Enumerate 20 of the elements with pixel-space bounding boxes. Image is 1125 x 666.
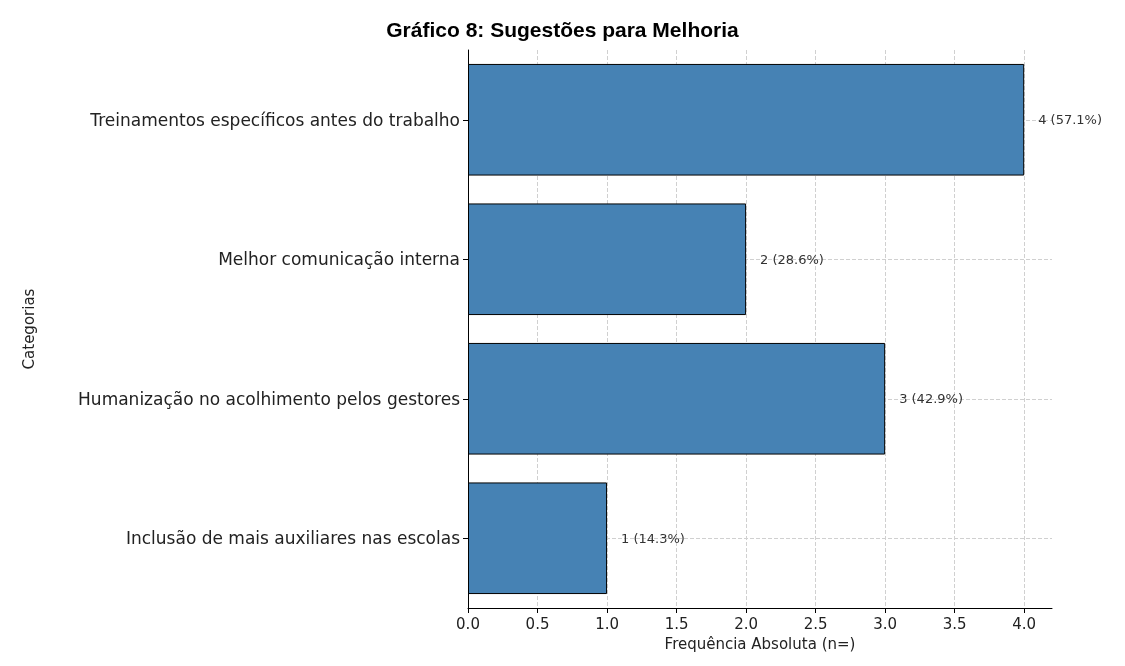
y-tick-label: Treinamentos específicos antes do trabalho xyxy=(89,109,460,130)
x-axis-title: Frequência Absoluta (n=) xyxy=(664,634,856,653)
y-tick-label: Inclusão de mais auxiliares nas escolas xyxy=(125,528,461,549)
x-tick-label: 0.0 xyxy=(456,614,480,633)
y-axis-title: Categorias xyxy=(19,288,38,370)
data-label: 1 (14.3%) xyxy=(621,530,685,546)
data-label: 2 (28.6%) xyxy=(760,251,824,267)
x-tick-label: 4.0 xyxy=(1012,614,1037,633)
x-tick-label: 2.5 xyxy=(803,614,828,633)
x-tick-label: 1.5 xyxy=(664,614,689,633)
x-tick-label: 3.5 xyxy=(942,614,967,633)
x-tick-label: 0.5 xyxy=(525,614,550,633)
data-label: 3 (42.9%) xyxy=(899,391,963,407)
data-label: 4 (57.1%) xyxy=(1038,112,1103,128)
y-tick-label: Humanização no acolhimento pelos gestores xyxy=(78,388,461,409)
x-tick-label: 2.0 xyxy=(734,614,759,633)
y-tick-label: Melhor comunicação interna xyxy=(218,249,460,270)
x-tick-label: 1.0 xyxy=(595,614,619,633)
x-tick-label: 3.0 xyxy=(873,614,898,633)
chart-title: Gráfico 8: Sugestões para Melhoria xyxy=(386,18,740,41)
